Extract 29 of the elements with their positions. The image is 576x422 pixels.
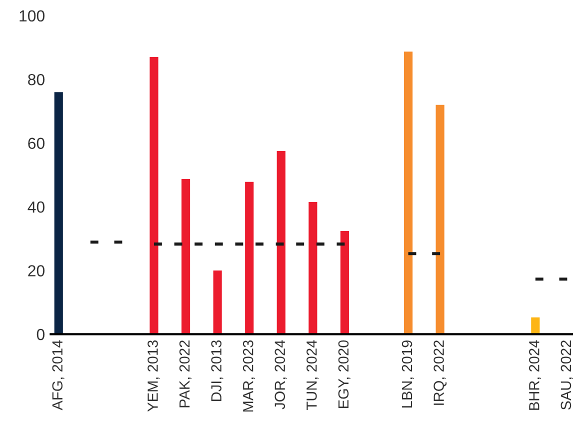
x-tick-label: EGY, 2020 bbox=[338, 340, 350, 408]
x-tick-label: AFG, 2014 bbox=[52, 340, 64, 410]
bar bbox=[245, 182, 254, 334]
x-tick-label: IRQ, 2022 bbox=[434, 340, 447, 405]
x-tick-label: SAU, 2022 bbox=[560, 340, 573, 410]
x-tick-label: MAR, 2023 bbox=[242, 340, 255, 412]
y-tick-label: 40 bbox=[28, 201, 45, 213]
bar bbox=[404, 52, 413, 334]
x-tick-label: DJI, 2013 bbox=[211, 340, 224, 401]
x-tick-label: YEM, 2013 bbox=[148, 340, 160, 412]
y-tick-label: 0 bbox=[36, 328, 45, 340]
bar bbox=[213, 270, 222, 334]
bar bbox=[340, 230, 349, 334]
x-tick-label: LBN, 2019 bbox=[402, 340, 414, 408]
bar bbox=[531, 317, 540, 334]
bar bbox=[54, 92, 63, 334]
bar bbox=[276, 151, 286, 334]
bar bbox=[308, 202, 318, 334]
bar bbox=[181, 179, 190, 334]
y-tick-label: 20 bbox=[28, 265, 45, 276]
x-tick-label: JOR, 2024 bbox=[274, 340, 287, 410]
x-tick-label: PAK, 2022 bbox=[179, 340, 192, 408]
x-tick-label: TUN, 2024 bbox=[306, 340, 319, 410]
y-tick-label: 80 bbox=[28, 74, 45, 86]
bar bbox=[436, 104, 444, 334]
bar bbox=[150, 57, 158, 334]
y-tick-label: 100 bbox=[20, 10, 45, 22]
y-tick-label: 60 bbox=[28, 138, 45, 150]
x-tick-label: BHR, 2024 bbox=[529, 340, 542, 410]
